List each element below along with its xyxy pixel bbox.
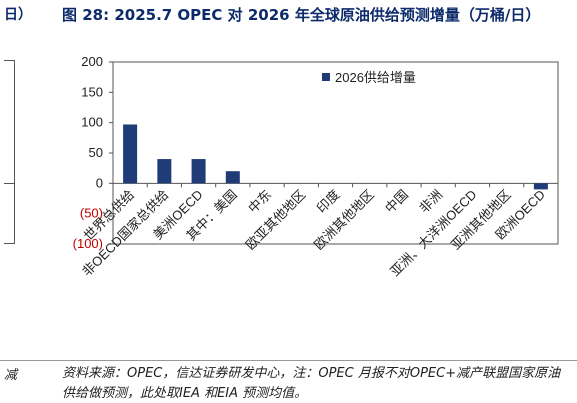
left-panel-tick (4, 183, 14, 184)
left-panel-tick (4, 60, 14, 61)
y-tick-label: 150 (81, 84, 103, 99)
footer-divider (0, 360, 577, 361)
y-tick-label: 200 (81, 54, 103, 69)
x-tick-label: 印度 (314, 187, 343, 216)
left-fragment-bottom: 减 (4, 368, 18, 383)
legend-label: 2026供给增量 (335, 70, 416, 85)
figure-title: 图 28: 2025.7 OPEC 对 2026 年全球原油供给预测增量（万桶/… (62, 6, 541, 24)
x-tick-label: 中东 (245, 187, 274, 216)
bar-chart: (100)(50)050100150200世界总供给非OECD国家总供给美洲OE… (73, 54, 559, 279)
source-note: 资料来源：OPEC，信达证券研发中心，注：OPEC 月报不对OPEC+减产联盟国… (62, 366, 561, 401)
bar (225, 171, 240, 184)
x-tick-label: 非洲 (416, 187, 445, 216)
bar (533, 183, 548, 190)
left-fragment-top: 日） (4, 7, 32, 23)
y-tick-label: (100) (73, 236, 103, 251)
y-tick-label: 0 (96, 175, 103, 190)
bar (157, 159, 172, 184)
legend-swatch (322, 73, 330, 81)
left-panel-tick (4, 243, 14, 244)
x-tick-label: 中国 (382, 187, 411, 216)
bar (191, 159, 206, 184)
y-tick-label: (50) (80, 206, 103, 221)
bar (123, 124, 138, 184)
y-tick-label: 50 (89, 145, 103, 160)
left-panel-axis (14, 60, 15, 244)
y-tick-label: 100 (81, 115, 103, 130)
